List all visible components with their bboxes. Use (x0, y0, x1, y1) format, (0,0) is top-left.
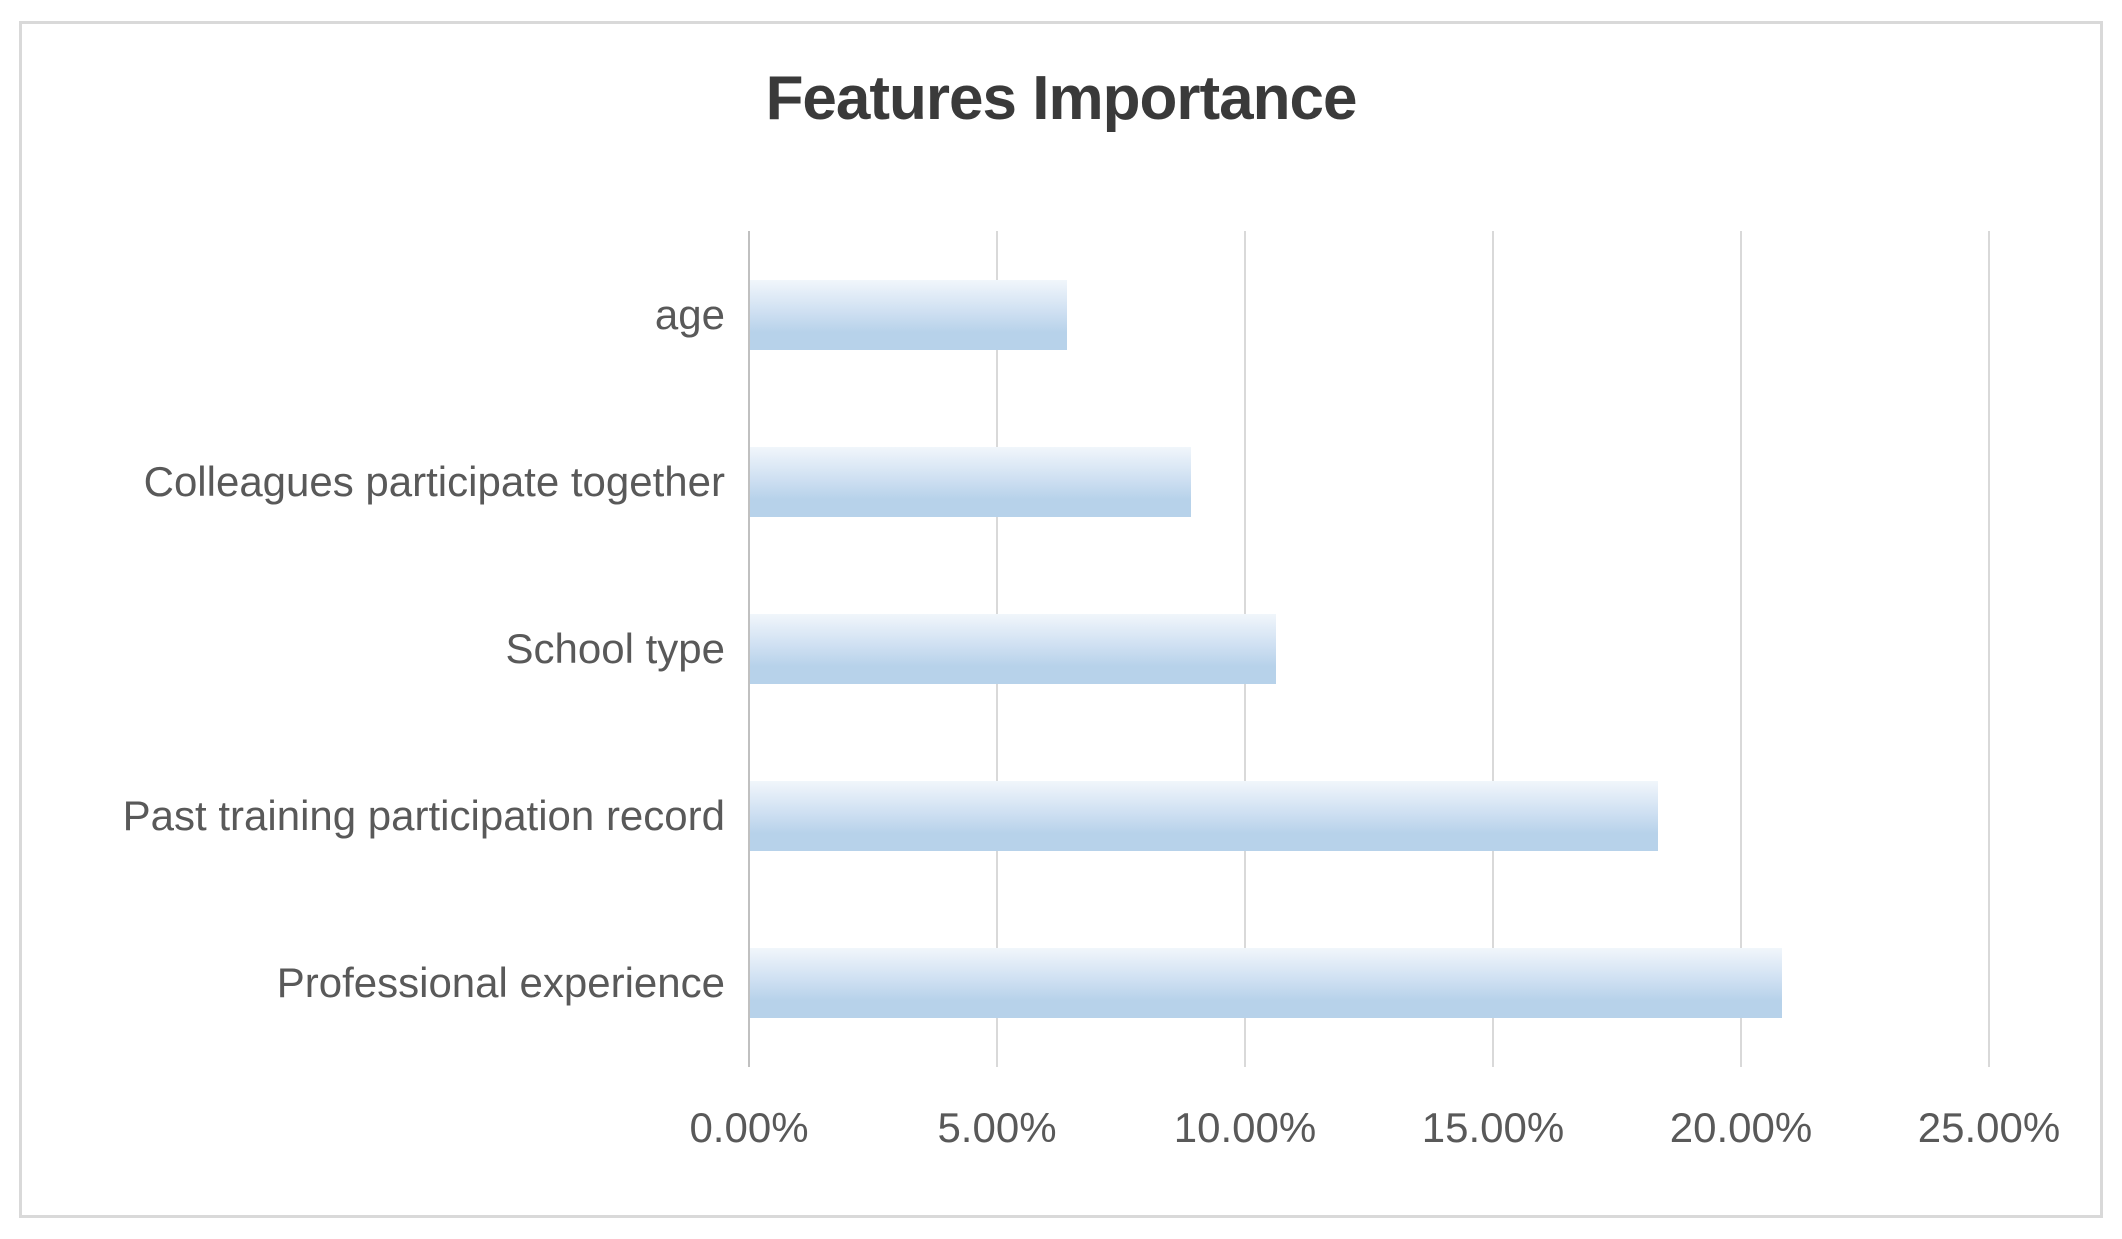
x-tick-label: 20.00% (1669, 1104, 1813, 1151)
category-label-age: age (654, 291, 725, 338)
x-tick-label: 10.00% (1173, 1104, 1317, 1151)
category-label-school-type: School type (505, 625, 725, 672)
bar-school-type (750, 614, 1276, 684)
bar-colleagues-participate-together (750, 447, 1191, 517)
x-tick-label: 0.00% (689, 1104, 809, 1151)
chart-title: Features Importance (765, 64, 1358, 133)
bar-past-training-participation-record (750, 781, 1658, 851)
gridline (1492, 231, 1494, 1067)
y-axis-line (748, 231, 750, 1067)
bar-professional-experience (750, 948, 1782, 1018)
gridline (1740, 231, 1742, 1067)
category-label-past-training-participation-record: Past training participation record (122, 792, 725, 839)
bar-age (750, 280, 1067, 350)
gridline (1988, 231, 1990, 1067)
x-tick-label: 15.00% (1421, 1104, 1565, 1151)
category-label-professional-experience: Professional experience (276, 959, 725, 1006)
x-tick-label: 25.00% (1917, 1104, 2061, 1151)
x-tick-label: 5.00% (937, 1104, 1057, 1151)
category-label-colleagues-participate-together: Colleagues participate together (143, 458, 725, 505)
